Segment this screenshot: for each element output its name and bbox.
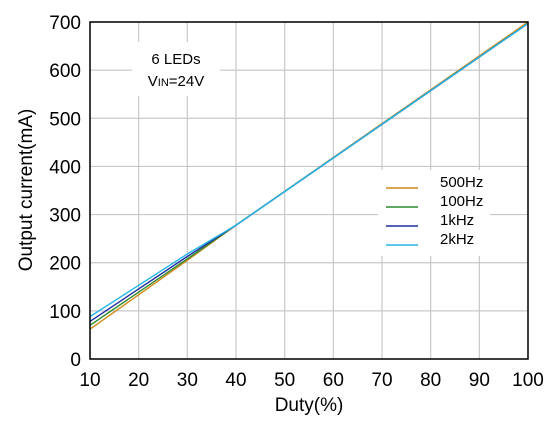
annotation-line-2: VIN=24V — [148, 73, 204, 90]
legend-label: 100Hz — [440, 193, 483, 210]
y-tick-label: 400 — [49, 157, 81, 178]
x-axis-title: Duty(%) — [275, 395, 344, 416]
x-axis-tick-labels: 10 20 30 40 50 60 70 80 90 100 — [79, 370, 543, 391]
legend: 500Hz 100Hz 1kHz 2kHz — [378, 170, 490, 256]
legend-background — [378, 170, 490, 256]
x-tick-label: 20 — [128, 370, 149, 391]
series-layer — [89, 21, 529, 330]
x-tick-label: 60 — [323, 370, 344, 391]
y-tick-label: 100 — [49, 302, 81, 323]
x-tick-label: 70 — [371, 370, 392, 391]
legend-label: 500Hz — [440, 174, 483, 191]
y-tick-label: 700 — [49, 13, 81, 34]
x-tick-label: 30 — [177, 370, 198, 391]
y-tick-label: 200 — [49, 254, 81, 275]
x-tick-label: 80 — [420, 370, 441, 391]
annotation-box: 6 LEDs VIN=24V — [132, 42, 220, 96]
x-tick-label: 40 — [225, 370, 246, 391]
y-tick-label: 600 — [49, 61, 81, 82]
y-axis-tick-labels: 0 100 200 300 400 500 600 700 — [49, 13, 81, 371]
y-tick-label: 500 — [49, 109, 81, 130]
y-tick-label: 0 — [70, 350, 81, 371]
y-tick-label: 300 — [49, 206, 81, 227]
annotation-line-1: 6 LEDs — [151, 51, 200, 68]
series-line-2kHz — [89, 22, 529, 318]
x-tick-label: 10 — [79, 370, 100, 391]
x-tick-label: 50 — [274, 370, 295, 391]
y-axis-title: Output current(mA) — [16, 109, 37, 272]
legend-label: 2kHz — [440, 231, 474, 248]
legend-label: 1kHz — [440, 212, 474, 229]
plot-frame — [89, 21, 529, 360]
annotation-background — [132, 42, 220, 96]
x-tick-label: 90 — [469, 370, 490, 391]
x-tick-label: 100 — [512, 370, 544, 391]
